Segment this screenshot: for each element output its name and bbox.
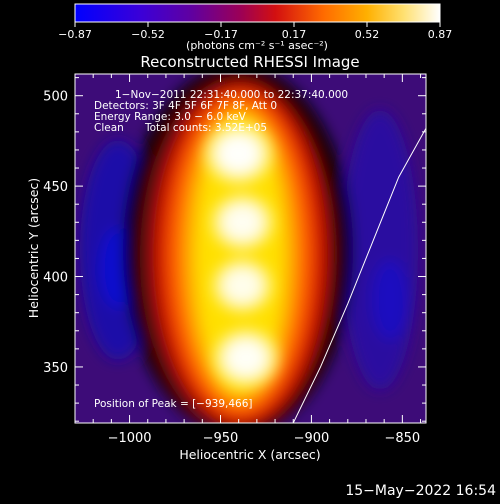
colorbar-tick-labels: −0.87 −0.52 −0.17 0.17 0.52 0.87 xyxy=(58,28,452,41)
y-axis-label: Heliocentric Y (arcsec) xyxy=(26,178,41,318)
colorbar-tick-label: −0.52 xyxy=(131,28,165,41)
colorbar-label: (photons cm⁻² s⁻¹ asec⁻²) xyxy=(186,39,328,52)
y-tick-label: 350 xyxy=(43,361,68,376)
colorbar-tick-label: −0.87 xyxy=(58,28,92,41)
colorbar-ticks xyxy=(74,22,441,27)
x-tick-label: −900 xyxy=(294,431,330,446)
dark-core-right xyxy=(372,260,408,340)
source-blobs xyxy=(204,123,279,387)
x-axis-label: Heliocentric X (arcsec) xyxy=(179,447,320,462)
x-tick-labels: −1000 −950 −900 −850 xyxy=(108,431,421,446)
solar-limb-curve xyxy=(292,128,426,423)
source-blob xyxy=(222,268,263,304)
y-tick-labels: 350 400 450 500 xyxy=(43,90,68,376)
y-tick-label: 450 xyxy=(43,180,68,195)
x-tick-label: −950 xyxy=(203,431,239,446)
dark-region-right xyxy=(342,110,418,390)
colorbar-tick-label: −0.17 xyxy=(204,28,238,41)
annotation-peak-position: Position of Peak = [−939,466] xyxy=(94,398,253,410)
colorbar-tick-label: 0.87 xyxy=(428,28,453,41)
x-tick-label: −850 xyxy=(384,431,420,446)
colorbar-tick-label: 0.17 xyxy=(282,28,307,41)
y-axis-ticks xyxy=(75,77,426,422)
footer-date: 15−May−2022 16:54 xyxy=(345,483,496,499)
annotation-detectors: Detectors: 3F 4F 5F 6F 7F 8F, Att 0 xyxy=(94,100,277,112)
annotation-total-counts: Total counts: 3.52E+05 xyxy=(144,122,267,134)
chart-title: Reconstructed RHESSI Image xyxy=(140,53,359,71)
image-area xyxy=(75,74,426,423)
y-tick-label: 400 xyxy=(43,271,68,286)
annotation-time-range: 1−Nov−2011 22:31:40.000 to 22:37:40.000 xyxy=(115,89,348,101)
y-tick-label: 500 xyxy=(43,90,68,105)
x-axis-ticks xyxy=(92,74,422,423)
background-structure xyxy=(80,74,418,423)
annotation-energy-range: Energy Range: 3.0 − 6.0 keV xyxy=(94,111,247,123)
source-blob xyxy=(216,133,262,174)
source-blob xyxy=(224,338,268,377)
colorbar xyxy=(74,3,441,23)
x-tick-label: −1000 xyxy=(108,431,152,446)
yellow-core xyxy=(196,119,284,391)
annotation-clean: Clean xyxy=(94,122,124,134)
source-blob xyxy=(221,204,263,241)
colorbar-tick-label: 0.52 xyxy=(355,28,380,41)
plot-frame xyxy=(74,73,427,424)
